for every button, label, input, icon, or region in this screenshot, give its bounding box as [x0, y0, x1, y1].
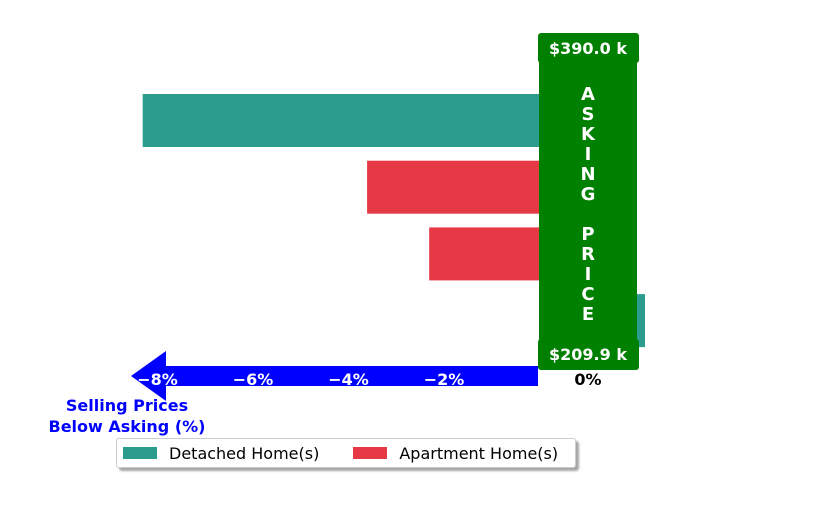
bars-layer — [142, 94, 645, 348]
legend-label-apartment: Apartment Home(s) — [399, 443, 559, 463]
asking-price-bar — [539, 62, 637, 340]
x-tick-label-4: −2% — [424, 370, 465, 389]
bottom-price-box — [538, 339, 639, 370]
top-price-box — [538, 33, 639, 63]
legend-swatch-detached — [123, 447, 157, 459]
legend-item-apartment: Apartment Home(s) — [353, 444, 558, 463]
legend-swatch-apartment — [353, 447, 388, 459]
bar-4 — [637, 294, 645, 348]
x-tick-label-3: −4% — [328, 370, 369, 389]
x-axis-arrow — [131, 351, 538, 401]
bar-3 — [429, 227, 539, 281]
legend-item-detached: Detached Home(s) — [123, 444, 319, 463]
arrow-shape — [131, 351, 538, 401]
x-tick-labels: −8% −6% −4% −2% 0% — [137, 370, 601, 389]
bar-2 — [367, 160, 539, 214]
zero-tick-label: 0% — [574, 370, 601, 389]
legend: Detached Home(s) Apartment Home(s) — [116, 438, 576, 468]
bottom-price-label: $209.9 k — [549, 345, 627, 364]
x-tick-label-1: −8% — [137, 370, 178, 389]
top-price-label: $390.0 k — [549, 39, 627, 58]
x-axis-label: Selling Prices Below Asking (%) — [49, 396, 206, 436]
x-axis-label-text: Selling Prices Below Asking (%) — [49, 396, 206, 436]
x-tick-label-2: −6% — [233, 370, 274, 389]
legend-label-detached: Detached Home(s) — [169, 443, 320, 463]
bar-1 — [142, 94, 540, 147]
